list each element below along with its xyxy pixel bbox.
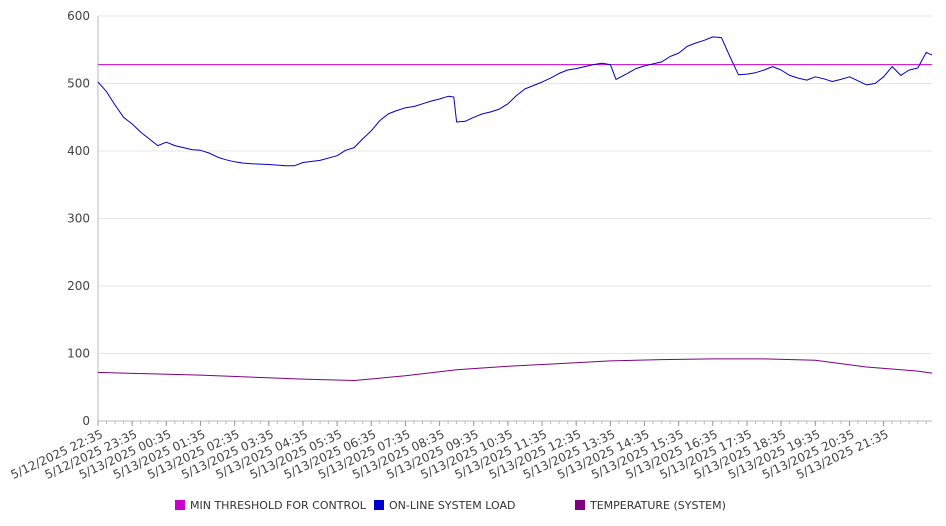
y-tick-label: 600 — [67, 9, 90, 23]
legend-label-1: ON-LINE SYSTEM LOAD — [389, 499, 515, 512]
legend-label-2: TEMPERATURE (SYSTEM) — [589, 499, 726, 512]
series-line-2 — [97, 358, 933, 381]
series — [97, 36, 933, 381]
y-tick-label: 0 — [82, 414, 90, 428]
grid — [98, 15, 932, 354]
y-tick-label: 300 — [67, 212, 90, 226]
y-tick-label: 200 — [67, 279, 90, 293]
y-tick-label: 100 — [67, 347, 90, 361]
legend: MIN THRESHOLD FOR CONTROL ON-LINE SYSTEM … — [175, 499, 726, 512]
legend-label-0: MIN THRESHOLD FOR CONTROL — [190, 499, 367, 512]
y-tick-label: 400 — [67, 144, 90, 158]
legend-swatch-0 — [175, 500, 185, 510]
series-line-1 — [97, 36, 933, 167]
y-tick-label: 500 — [67, 77, 90, 91]
legend-swatch-2 — [575, 500, 585, 510]
legend-swatch-1 — [374, 500, 384, 510]
